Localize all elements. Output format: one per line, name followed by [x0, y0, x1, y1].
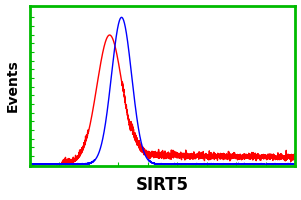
X-axis label: SIRT5: SIRT5 — [136, 176, 189, 194]
Y-axis label: Events: Events — [5, 59, 20, 112]
